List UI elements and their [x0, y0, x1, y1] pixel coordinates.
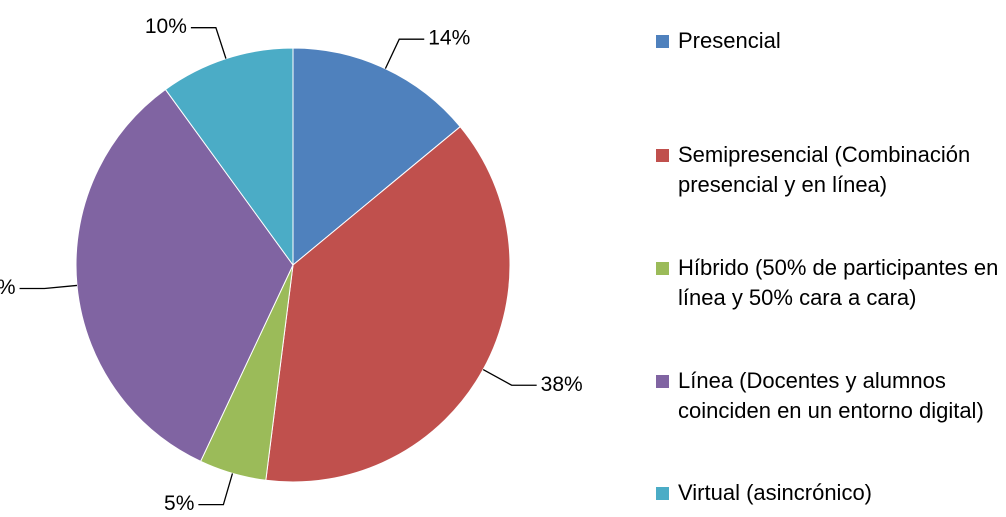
leader-line	[190, 27, 227, 59]
legend-label: Línea (Docentes y alumnos coinciden en u…	[678, 368, 984, 423]
data-label: 10%	[145, 15, 187, 38]
legend-label: Semipresencial (Combinación presencial y…	[678, 142, 971, 197]
leader-line	[482, 368, 537, 386]
legend-item: Línea (Docentes y alumnos coinciden en u…	[656, 366, 1001, 426]
legend-item: Presencial	[656, 26, 1001, 56]
leader-line	[19, 284, 78, 290]
pie-slice	[292, 47, 461, 267]
legend-label: Presencial	[678, 28, 781, 53]
pie-slice	[265, 125, 511, 483]
legend-swatch	[656, 149, 669, 162]
pie-slice	[164, 47, 294, 267]
data-label: 38%	[541, 373, 583, 396]
legend-label: Híbrido (50% de participantes en línea y…	[678, 255, 999, 310]
legend-swatch	[656, 487, 669, 500]
data-label: 5%	[164, 492, 194, 515]
leader-line	[384, 38, 425, 69]
legend-item: Híbrido (50% de participantes en línea y…	[656, 253, 1001, 313]
legend-swatch	[656, 375, 669, 388]
legend-label: Virtual (asincrónico)	[678, 480, 873, 505]
data-label: 14%	[428, 27, 470, 50]
leader-line	[198, 473, 234, 506]
legend-item: Semipresencial (Combinación presencial y…	[656, 140, 1001, 200]
pie-slice	[75, 88, 294, 463]
legend-swatch	[656, 35, 669, 48]
legend-swatch	[656, 262, 669, 275]
legend-item: Virtual (asincrónico)	[656, 478, 1001, 508]
data-label: 33%	[0, 276, 16, 299]
